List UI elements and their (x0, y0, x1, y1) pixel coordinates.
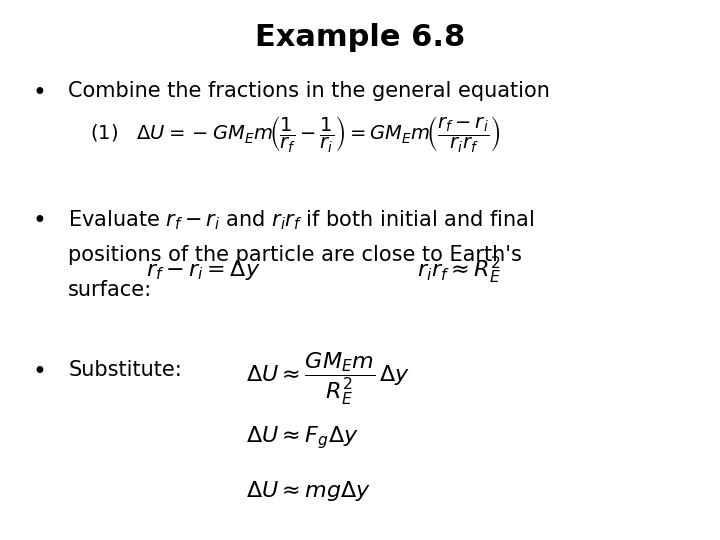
Text: surface:: surface: (68, 280, 153, 300)
Text: $\Delta U \approx F_g \Delta y$: $\Delta U \approx F_g \Delta y$ (246, 424, 359, 451)
Text: $r_f - r_i = \Delta y$: $r_f - r_i = \Delta y$ (146, 258, 261, 282)
Text: •: • (32, 81, 47, 105)
Text: positions of the particle are close to Earth's: positions of the particle are close to E… (68, 245, 522, 265)
Text: Example 6.8: Example 6.8 (255, 23, 465, 52)
Text: Combine the fractions in the general equation: Combine the fractions in the general equ… (68, 81, 550, 102)
Text: $r_i r_f \approx R_E^2$: $r_i r_f \approx R_E^2$ (417, 254, 501, 286)
Text: •: • (32, 360, 47, 384)
Text: •: • (32, 209, 47, 233)
Text: $\Delta U \approx \dfrac{GM_E m}{R_E^2}\,\Delta y$: $\Delta U \approx \dfrac{GM_E m}{R_E^2}\… (246, 351, 410, 407)
Text: Substitute:: Substitute: (68, 360, 182, 380)
Text: $\Delta U \approx mg\Delta y$: $\Delta U \approx mg\Delta y$ (246, 478, 372, 503)
Text: Evaluate $r_f - r_i$ and $r_i r_f$ if both initial and final: Evaluate $r_f - r_i$ and $r_i r_f$ if bo… (68, 209, 535, 232)
Text: $\mathrm{(1)}\quad \Delta U = -GM_E m\!\left(\dfrac{1}{r_f} - \dfrac{1}{r_i}\rig: $\mathrm{(1)}\quad \Delta U = -GM_E m\!\… (89, 114, 500, 154)
